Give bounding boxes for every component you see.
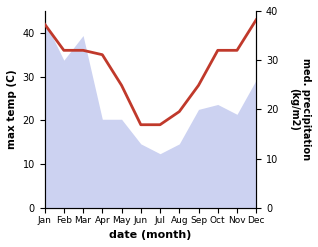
Y-axis label: med. precipitation
(kg/m2): med. precipitation (kg/m2) (289, 58, 311, 161)
Y-axis label: max temp (C): max temp (C) (7, 70, 17, 149)
X-axis label: date (month): date (month) (109, 230, 192, 240)
